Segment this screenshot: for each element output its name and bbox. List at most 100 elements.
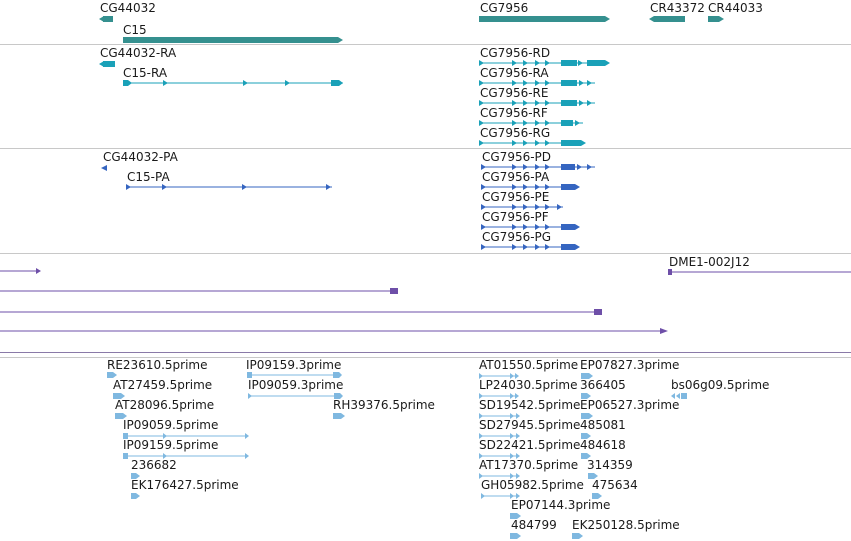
transcript-feature[interactable] <box>479 59 613 67</box>
est-feature[interactable] <box>113 393 127 399</box>
est-feature[interactable] <box>581 413 597 419</box>
est-label[interactable]: SD27945.5prime <box>479 418 581 432</box>
est-feature[interactable] <box>588 473 600 479</box>
protein-feature[interactable] <box>481 203 567 211</box>
est-label[interactable]: IP09059.3prime <box>248 378 344 392</box>
clone-feature[interactable] <box>0 267 44 275</box>
est-feature[interactable] <box>479 413 523 419</box>
transcript-feature[interactable] <box>479 79 599 87</box>
gene-label-cg44032[interactable]: CG44032 <box>100 1 156 15</box>
est-label[interactable]: 484799 <box>511 518 557 532</box>
protein-label[interactable]: CG7956-PF <box>482 210 549 224</box>
est-feature[interactable] <box>107 372 119 378</box>
transcript-feature[interactable] <box>123 79 345 87</box>
gene-label-c15[interactable]: C15 <box>123 23 147 37</box>
est-label[interactable]: GH05982.5prime <box>481 478 584 492</box>
protein-feature[interactable] <box>481 183 583 191</box>
transcript-label[interactable]: CG7956-RE <box>480 86 549 100</box>
est-label[interactable]: EK176427.5prime <box>131 478 239 492</box>
est-feature[interactable] <box>479 473 523 479</box>
est-label[interactable]: RH39376.5prime <box>333 398 435 412</box>
transcript-feature[interactable] <box>479 99 599 107</box>
gene-c15[interactable] <box>123 37 343 43</box>
gene-cg44032[interactable] <box>99 16 113 22</box>
est-label[interactable]: 314359 <box>587 458 633 472</box>
est-label[interactable]: IP09059.5prime <box>123 418 219 432</box>
est-label[interactable]: IP09159.5prime <box>123 438 219 452</box>
est-feature[interactable] <box>572 533 586 539</box>
protein-feature[interactable] <box>481 223 583 231</box>
gene-label-cr44033[interactable]: CR44033 <box>708 1 763 15</box>
est-label[interactable]: SD22421.5prime <box>479 438 581 452</box>
est-label[interactable]: EP07827.3prime <box>580 358 680 372</box>
est-label[interactable]: AT17370.5prime <box>479 458 579 472</box>
transcript-feature[interactable] <box>99 61 115 67</box>
transcript-label[interactable]: CG44032-RA <box>100 46 177 60</box>
est-feature[interactable] <box>115 413 129 419</box>
est-feature[interactable] <box>131 493 143 499</box>
transcript-label[interactable]: CG7956-RG <box>480 126 551 140</box>
gene-cr43372[interactable] <box>649 16 685 22</box>
protein-feature[interactable] <box>101 164 109 172</box>
protein-label[interactable]: CG7956-PG <box>482 230 552 244</box>
est-feature[interactable] <box>248 393 344 399</box>
est-label[interactable]: bs06g09.5prime <box>671 378 770 392</box>
est-label[interactable]: LP24030.5prime <box>479 378 578 392</box>
clone-label[interactable]: DME1-002J12 <box>669 255 750 269</box>
est-feature[interactable] <box>333 413 347 419</box>
gene-cr44033[interactable] <box>708 16 724 22</box>
est-feature[interactable] <box>247 372 343 378</box>
est-feature[interactable] <box>123 453 251 459</box>
protein-label[interactable]: C15-PA <box>127 170 170 184</box>
est-label[interactable]: 475634 <box>592 478 638 492</box>
transcript-label[interactable]: C15-RA <box>123 66 168 80</box>
clone-feature[interactable] <box>0 327 672 335</box>
est-feature[interactable] <box>479 393 521 399</box>
est-label[interactable]: 366405 <box>580 378 626 392</box>
gene-cg7956[interactable] <box>479 16 610 22</box>
est-feature[interactable] <box>481 493 523 499</box>
est-feature[interactable] <box>581 433 593 439</box>
est-label[interactable]: IP09159.3prime <box>246 358 342 372</box>
gene-label-cg7956[interactable]: CG7956 <box>480 1 529 15</box>
transcript-feature[interactable] <box>479 139 591 147</box>
protein-label[interactable]: CG7956-PD <box>482 150 552 164</box>
est-feature[interactable] <box>671 393 689 399</box>
transcript-label[interactable]: CG7956-RA <box>480 66 549 80</box>
est-feature[interactable] <box>479 373 521 379</box>
clone-feature[interactable] <box>0 308 606 316</box>
est-label[interactable]: 484618 <box>580 438 626 452</box>
est-feature[interactable] <box>510 533 524 539</box>
est-feature[interactable] <box>581 453 593 459</box>
est-label[interactable]: EK250128.5prime <box>572 518 680 532</box>
protein-feature[interactable] <box>126 183 336 191</box>
est-feature[interactable] <box>510 513 524 519</box>
transcript-feature[interactable] <box>479 119 589 127</box>
est-feature[interactable] <box>592 493 604 499</box>
protein-label[interactable]: CG44032-PA <box>103 150 178 164</box>
est-label[interactable]: RE23610.5prime <box>107 358 208 372</box>
est-label[interactable]: 485081 <box>580 418 626 432</box>
est-feature[interactable] <box>131 473 143 479</box>
clone-feature[interactable] <box>668 268 851 276</box>
est-label[interactable]: EP07144.3prime <box>511 498 611 512</box>
protein-label[interactable]: CG7956-PA <box>482 170 550 184</box>
est-feature[interactable] <box>479 433 523 439</box>
est-label[interactable]: AT27459.5prime <box>113 378 213 392</box>
est-label[interactable]: AT01550.5prime <box>479 358 579 372</box>
transcript-label[interactable]: CG7956-RD <box>480 46 551 60</box>
est-label[interactable]: SD19542.5prime <box>479 398 581 412</box>
protein-feature[interactable] <box>481 163 599 171</box>
est-label[interactable]: EP06527.3prime <box>580 398 680 412</box>
est-feature[interactable] <box>479 453 523 459</box>
est-feature[interactable] <box>581 393 593 399</box>
est-feature[interactable] <box>123 433 251 439</box>
gene-label-cr43372[interactable]: CR43372 <box>650 1 705 15</box>
transcript-label[interactable]: CG7956-RF <box>480 106 548 120</box>
clone-feature[interactable] <box>0 287 402 295</box>
protein-label[interactable]: CG7956-PE <box>482 190 550 204</box>
protein-feature[interactable] <box>481 243 583 251</box>
est-feature[interactable] <box>581 373 597 379</box>
est-label[interactable]: AT28096.5prime <box>115 398 215 412</box>
